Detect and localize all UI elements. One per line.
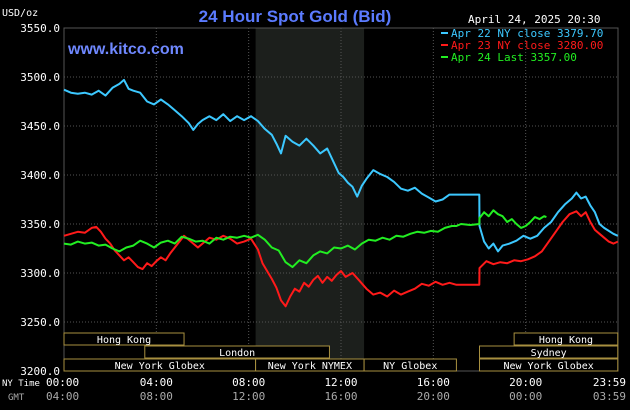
market-label-7: New York Globex [503, 361, 593, 372]
y-tick-2: 3450.0 [20, 120, 60, 133]
x-tick-gmt-5: 00:00 [509, 390, 542, 403]
x-tick-ny-2: 08:00 [232, 376, 265, 389]
y-tick-6: 3250.0 [20, 316, 60, 329]
series-line-1 [63, 210, 619, 308]
legend-entry-1: Apr 23 NY close 3280.00 [451, 39, 603, 52]
chart-title: 24 Hour Spot Gold (Bid) [199, 7, 392, 26]
x-tick-gmt-0: 04:00 [46, 390, 79, 403]
market-box-7 [479, 358, 619, 372]
site-url: www.kitco.com [67, 41, 184, 58]
y-tick-4: 3350.0 [20, 218, 60, 231]
chart-date: April 24, 2025 20:30 [468, 13, 600, 26]
market-label-6: Sydney [531, 348, 567, 359]
market-label-0: Hong Kong [97, 335, 151, 346]
y-tick-3: 3400.0 [20, 169, 60, 182]
x-tick-ny-3: 12:00 [324, 376, 357, 389]
x-axis-ticks: 00:0004:0004:0008:0008:0012:0012:0016:00… [46, 376, 626, 403]
y-axis-label: USD/oz [2, 8, 38, 19]
nymex-session-shade [255, 28, 365, 371]
x-row1-label: NY Time [2, 379, 40, 389]
market-box-6 [479, 345, 619, 359]
y-tick-5: 3300.0 [20, 267, 60, 280]
price-series [63, 78, 619, 308]
x-tick-ny-1: 04:00 [140, 376, 173, 389]
market-box-1 [144, 345, 330, 359]
x-tick-gmt-3: 16:00 [324, 390, 357, 403]
market-box-4 [363, 358, 457, 372]
market-label-4: NY Globex [383, 361, 437, 372]
market-box-0 [63, 332, 185, 346]
series-line-2 [63, 209, 547, 269]
legend-entry-2: Apr 24 Last 3357.00 [451, 51, 577, 64]
market-label-2: New York Globex [115, 361, 205, 372]
market-sessions: Hong Kong London New York Globex New York N… [63, 332, 619, 372]
y-tick-7: 3200.0 [20, 365, 60, 378]
x-tick-ny-0: 00:00 [46, 376, 79, 389]
x-tick-gmt-4: 20:00 [417, 390, 450, 403]
x-tick-gmt-1: 08:00 [140, 390, 173, 403]
x-tick-ny-6: 23:59 [593, 376, 626, 389]
market-label-5: Hong Kong [539, 335, 593, 346]
x-row2-label: GMT [8, 393, 25, 403]
y-tick-1: 3500.0 [20, 71, 60, 84]
market-box-5 [513, 332, 619, 346]
y-tick-0: 3550.0 [20, 22, 60, 35]
x-tick-gmt-6: 03:59 [593, 390, 626, 403]
market-label-1: London [219, 348, 255, 359]
legend-entry-0: Apr 22 NY close 3379.70 [451, 27, 603, 40]
x-tick-gmt-2: 12:00 [232, 390, 265, 403]
x-tick-ny-4: 16:00 [417, 376, 450, 389]
y-axis-ticks: 3550.0 3500.0 3450.0 3400.0 3350.0 3300.0 3250… [20, 22, 60, 378]
market-label-3: New York NYMEX [268, 361, 352, 372]
x-tick-ny-5: 20:00 [509, 376, 542, 389]
series-line-0 [63, 78, 619, 253]
